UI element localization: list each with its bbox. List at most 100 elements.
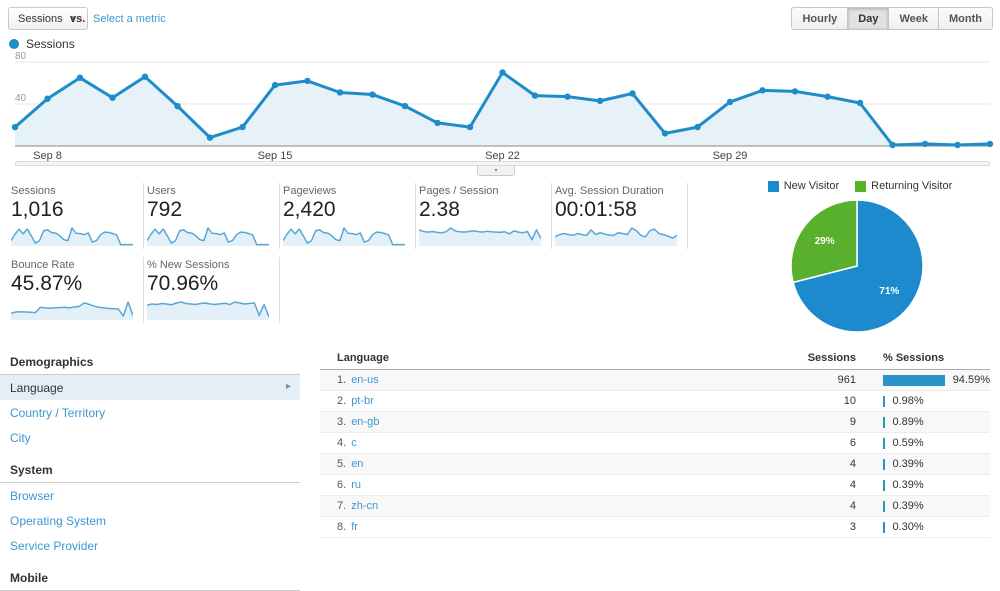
svg-text:40: 40 [15,93,27,104]
chart-data-point[interactable] [531,92,539,99]
sidebar-item-label: Operating System [10,514,107,528]
scorecard-pages-session: Pages / Session 2.38 [416,183,552,249]
chart-data-point[interactable] [109,94,116,101]
chart-data-point[interactable] [694,123,701,131]
scorecard-label: % New Sessions [147,259,230,271]
row-rank: 7. [337,500,347,512]
chart-data-point[interactable] [434,119,441,127]
row-rank: 4. [337,437,347,449]
language-link[interactable]: ru [351,479,361,491]
chevron-down-icon: ▾ [494,168,498,174]
pie-slice-percentage: 29% [815,236,835,247]
metric-selector-label: Sessions [18,12,63,25]
scorecards-row-2: Bounce Rate 45.87%% New Sessions 70.96% [8,257,280,323]
chart-data-point[interactable] [824,93,831,100]
legend-label: New Visitor [783,180,840,192]
chart-data-point[interactable] [954,141,961,149]
sessions-value: 4 [849,458,856,470]
sidebar-section-demographics: Demographics [0,348,300,375]
scorecard-sessions: Sessions 1,016 [8,183,144,249]
language-link[interactable]: en-us [351,374,379,386]
sidebar-item-language[interactable]: Language ▸ [0,375,300,400]
sessions-legend-dot-icon [9,39,19,49]
report-sidebar: Demographics Language ▸ Country / Territory… [0,348,300,591]
granularity-week-button[interactable]: Week [889,7,940,30]
chevron-down-icon: ▼ [69,14,78,23]
chart-data-point[interactable] [921,140,929,148]
chart-data-point[interactable] [986,140,994,148]
chart-data-point[interactable] [336,89,344,96]
chart-data-point[interactable] [629,90,636,97]
chart-data-point[interactable] [661,130,669,137]
table-row: 6. ru 4 0.39% [320,475,990,496]
sparkline-chart [419,227,541,246]
legend-item-returning-visitor: Returning Visitor [855,180,952,192]
chart-data-point[interactable] [304,77,311,85]
column-header-language[interactable]: Language [337,352,389,364]
sidebar-item-browser[interactable]: Browser [0,483,300,508]
language-table-header: Language Sessions % Sessions [320,345,990,370]
chart-data-point[interactable] [369,91,376,98]
granularity-hourly-button[interactable]: Hourly [791,7,849,30]
scorecards-row-1: Sessions 1,016 Users 792 Pageviews 2,420 Pages… [8,183,688,249]
language-link[interactable]: zh-cn [351,500,379,512]
language-link[interactable]: en-gb [351,416,380,428]
language-link[interactable]: fr [351,521,358,533]
pct-sessions-bar [883,521,885,533]
chart-data-point[interactable] [726,98,734,106]
pct-sessions-value: 0.59% [892,437,924,449]
granularity-month-button[interactable]: Month [939,7,993,30]
chart-data-point[interactable] [271,81,279,89]
sidebar-item-city[interactable]: City [0,425,300,450]
chart-data-point[interactable] [44,95,51,102]
timeline-scrollbar[interactable] [15,161,990,166]
pie-slice-returning-visitor[interactable] [790,199,858,284]
chart-data-point[interactable] [76,74,84,81]
chart-data-point[interactable] [759,87,766,94]
select-a-metric-link[interactable]: Select a metric [93,13,166,25]
chart-data-point[interactable] [239,123,246,131]
scorecard-pageviews: Pageviews 2,420 [280,183,416,249]
sessions-value: 6 [849,437,856,449]
chart-data-point[interactable] [564,93,571,100]
pct-sessions-bar [883,479,885,491]
sessions-value: 10 [843,395,856,407]
chart-data-point[interactable] [206,134,214,141]
timeline-expander-tab[interactable]: ▾ [477,166,515,176]
language-link[interactable]: pt-br [351,395,374,407]
chart-data-point[interactable] [889,141,896,149]
chart-data-point[interactable] [791,88,799,95]
scorecard-label: Pageviews [283,185,337,197]
pct-sessions-bar [883,395,885,407]
language-link[interactable]: en [351,458,364,470]
pie-slice-new-visitor[interactable] [792,199,924,333]
chart-data-point[interactable] [466,123,474,131]
table-row: 5. en 4 0.39% [320,454,990,475]
sidebar-item-label: Browser [10,489,55,503]
sidebar-item-service-provider[interactable]: Service Provider [0,533,300,558]
sidebar-item-country-territory[interactable]: Country / Territory [0,400,300,425]
language-link[interactable]: c [351,437,357,449]
metric-selector-dropdown[interactable]: Sessions ▼ [8,7,88,30]
chart-data-point[interactable] [11,123,19,131]
chart-data-point[interactable] [499,69,506,76]
column-header-sessions[interactable]: Sessions [807,352,856,364]
vs-label: vs. [70,13,86,25]
chart-data-point[interactable] [596,97,604,105]
chart-data-point[interactable] [141,73,149,80]
chart-data-point[interactable] [401,102,409,110]
scorecard-value: 70.96% [147,272,219,295]
column-header-pct-sessions[interactable]: % Sessions [883,352,945,364]
table-row: 1. en-us 961 94.59% [320,370,990,391]
sessions-value: 3 [849,521,856,533]
sessions-value: 4 [849,500,856,512]
pct-sessions-value: 94.59% [952,374,990,386]
granularity-day-button[interactable]: Day [848,7,890,30]
visitor-pie-legend: New Visitor Returning Visitor [735,180,985,192]
sidebar-item-operating-system[interactable]: Operating System [0,508,300,533]
chart-data-point[interactable] [856,99,864,107]
x-axis-label: Sep 8 [33,150,62,162]
chart-data-point[interactable] [174,102,181,110]
sparkline-chart [147,301,269,320]
scorecard-label: Bounce Rate [11,259,75,271]
